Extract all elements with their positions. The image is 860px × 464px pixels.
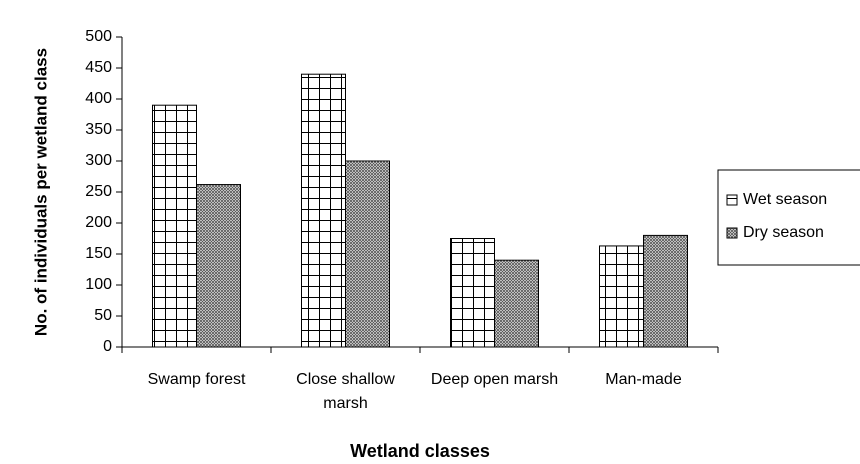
bar [599,245,644,348]
y-tick-label: 450 [85,59,112,76]
y-tick-label: 400 [85,90,112,107]
y-tick-label: 0 [103,338,112,355]
x-tick-label: Man-made [605,371,682,388]
bar [152,104,197,348]
bar [494,259,539,348]
y-tick-label: 100 [85,276,112,293]
bar [345,160,390,348]
legend-label: Wet season [743,191,827,208]
bar [450,238,495,348]
legend-swatch [726,227,738,239]
bar [301,73,346,348]
y-tick-label: 50 [94,307,112,324]
x-tick-label: Swamp forest [147,371,246,388]
y-tick-label: 350 [85,121,112,138]
legend-box [717,169,860,266]
legend-swatch [726,194,738,206]
x-tick-label: Close shallow marsh [296,371,395,412]
y-tick-label: 200 [85,214,112,231]
x-tick-label: Deep open marsh [430,371,559,388]
x-axis-title: Wetland classes [350,441,490,461]
y-tick-label: 250 [85,183,112,200]
y-tick-label: 150 [85,245,112,262]
y-axis-title: No. of individuals per wetland class [31,48,50,336]
y-tick-label: 500 [85,28,112,45]
y-tick-label: 300 [85,152,112,169]
legend-label: Dry season [743,224,824,241]
bar [643,234,688,348]
bar [196,184,241,348]
